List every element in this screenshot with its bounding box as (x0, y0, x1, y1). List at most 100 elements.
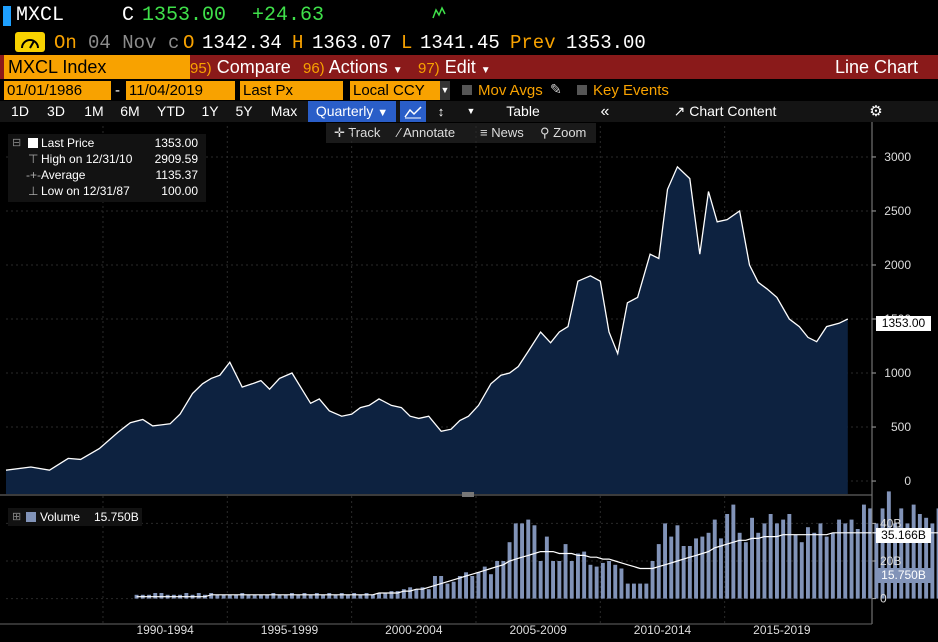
volume-bar (333, 594, 338, 599)
collapse-icon[interactable]: « (600, 103, 610, 120)
volume-bar (401, 589, 406, 599)
x-tick-label: 1990-1994 (136, 623, 194, 637)
legend-high[interactable]: ⊤ High on 12/31/10 2909.59 (8, 151, 202, 167)
line-chart-icon[interactable] (400, 101, 426, 122)
period-value: Quarterly (315, 103, 374, 119)
legend-last-price[interactable]: Last Price 1353.00 (8, 135, 202, 151)
compare-button[interactable]: 95) Compare (190, 55, 291, 79)
volume-bar (259, 594, 263, 599)
volume-bar (227, 594, 232, 599)
field-select[interactable]: Last Px (240, 81, 343, 100)
end-date-input[interactable]: 11/04/2019 (126, 81, 235, 100)
annotate-label: Annotate (403, 125, 456, 140)
chart-tools-bar: ✛ Track ∕ Annotate ≡ News ⚲ Zoom (326, 123, 596, 143)
last-price-tag: 1353.00 (876, 316, 931, 331)
volume-bar (787, 514, 792, 599)
currency-select[interactable]: Local CCY (350, 81, 449, 100)
volume-bar (196, 593, 201, 599)
volume-bar (737, 532, 742, 599)
volume-bar (395, 591, 400, 599)
settings-gear-icon[interactable]: ⚙ (869, 103, 883, 120)
legend-last-price-value: 1353.00 (154, 136, 198, 150)
security-field[interactable]: MXCL Index (4, 55, 190, 79)
security-name: MXCL Index (8, 57, 107, 77)
volume-legend[interactable]: ⊞ Volume 15.750B (8, 508, 142, 526)
open-value: 1342.34 (202, 32, 282, 54)
mov-avgs-label[interactable]: Mov Avgs (478, 82, 543, 99)
volume-bar (439, 576, 444, 599)
legend-average[interactable]: -+- Average 1135.37 (8, 167, 202, 183)
range-6m[interactable]: 6M (120, 103, 140, 119)
range-toolbar: 1D 3D 1M 6M YTD 1Y 5Y Max Quarterly ▼ ↕ … (0, 101, 938, 122)
range-3d[interactable]: 3D (47, 103, 65, 119)
volume-bar (594, 566, 599, 599)
start-date-input[interactable]: 01/01/1986 (4, 81, 111, 100)
volume-axis: 0 20B 40B (872, 516, 901, 606)
period-dropdown-icon: ▼ (377, 107, 389, 119)
track-tool[interactable]: ✛ Track (334, 123, 380, 143)
volume-bar (234, 594, 238, 599)
period-select[interactable]: Quarterly ▼ (308, 101, 396, 122)
volume-bar (470, 576, 475, 599)
volume-bar (370, 594, 375, 599)
legend-collapse-icon[interactable]: ⊟ (12, 137, 22, 149)
volume-bar (495, 561, 500, 599)
volume-bar (862, 504, 866, 599)
volume-bar (880, 508, 885, 599)
settings-row: 01/01/1986 - 11/04/2019 Last Px Local CC… (0, 80, 938, 101)
mov-avgs-checkbox[interactable] (462, 85, 472, 95)
bar-chart-icon[interactable]: ↕ (437, 104, 445, 119)
volume-bar (905, 523, 910, 599)
legend-low[interactable]: ⊥ Low on 12/31/87 100.00 (8, 183, 202, 199)
range-1y[interactable]: 1Y (201, 103, 219, 119)
volume-bar (681, 546, 686, 599)
legend-last-price-label: Last Price (41, 136, 95, 150)
annotate-tool[interactable]: ∕ Annotate (398, 123, 455, 143)
annotate-icon: ∕ (398, 125, 401, 140)
volume-moving-average-line (136, 532, 938, 598)
zoom-tool[interactable]: ⚲ Zoom (540, 123, 586, 143)
chart-content-button[interactable]: ↗ Chart Content (660, 101, 790, 122)
currency-dropdown-icon[interactable]: ▼ (440, 81, 450, 100)
price-tick-label: 3000 (884, 150, 911, 164)
news-tool[interactable]: ≡ News (480, 123, 524, 143)
key-events-checkbox[interactable] (577, 85, 587, 95)
range-1m[interactable]: 1M (84, 103, 104, 119)
volume-bar (383, 593, 388, 599)
volume-bar (899, 508, 904, 599)
pencil-icon[interactable]: ✎ (550, 81, 562, 97)
volume-bar (644, 583, 649, 599)
volume-bar (669, 536, 674, 599)
range-ytd[interactable]: YTD (157, 103, 185, 119)
volume-bar (694, 538, 698, 599)
ohlc-bar: On 04 Nov c O 1342.34 H 1363.07 L 1341.4… (0, 30, 938, 55)
range-max[interactable]: Max (270, 103, 298, 119)
volume-bar (420, 587, 425, 599)
date-separator: - (115, 82, 120, 99)
price-change: +24.63 (252, 4, 325, 27)
legend-low-icon: ⊥ (28, 184, 39, 198)
actions-button[interactable]: 96) Actions ▼ (303, 55, 403, 79)
volume-bar (265, 594, 270, 599)
volume-bar (557, 561, 562, 599)
edit-button[interactable]: 97) Edit ▼ (418, 55, 491, 79)
ticker-symbol[interactable]: MXCL (16, 4, 65, 27)
range-5y[interactable]: 5Y (235, 103, 253, 119)
range-1d[interactable]: 1D (11, 103, 29, 119)
volume-bar (837, 519, 841, 599)
volume-bar (743, 542, 748, 599)
legend-average-icon: -+- (26, 168, 41, 182)
x-tick-label: 2005-2009 (509, 623, 567, 637)
table-button[interactable]: Table (506, 103, 540, 119)
gauge-icon[interactable] (15, 32, 45, 52)
key-events-label[interactable]: Key Events (593, 82, 669, 99)
volume-bar (507, 542, 512, 599)
volume-bar (911, 504, 916, 599)
function-menubar: MXCL Index 95) Compare 96) Actions ▼ 97)… (0, 55, 938, 79)
volume-bar (768, 514, 773, 599)
legend-last-price-swatch (28, 138, 38, 148)
chart-type-dropdown-icon[interactable]: ▼ (466, 106, 476, 116)
volume-bar (619, 568, 624, 599)
volume-bar (532, 525, 537, 599)
